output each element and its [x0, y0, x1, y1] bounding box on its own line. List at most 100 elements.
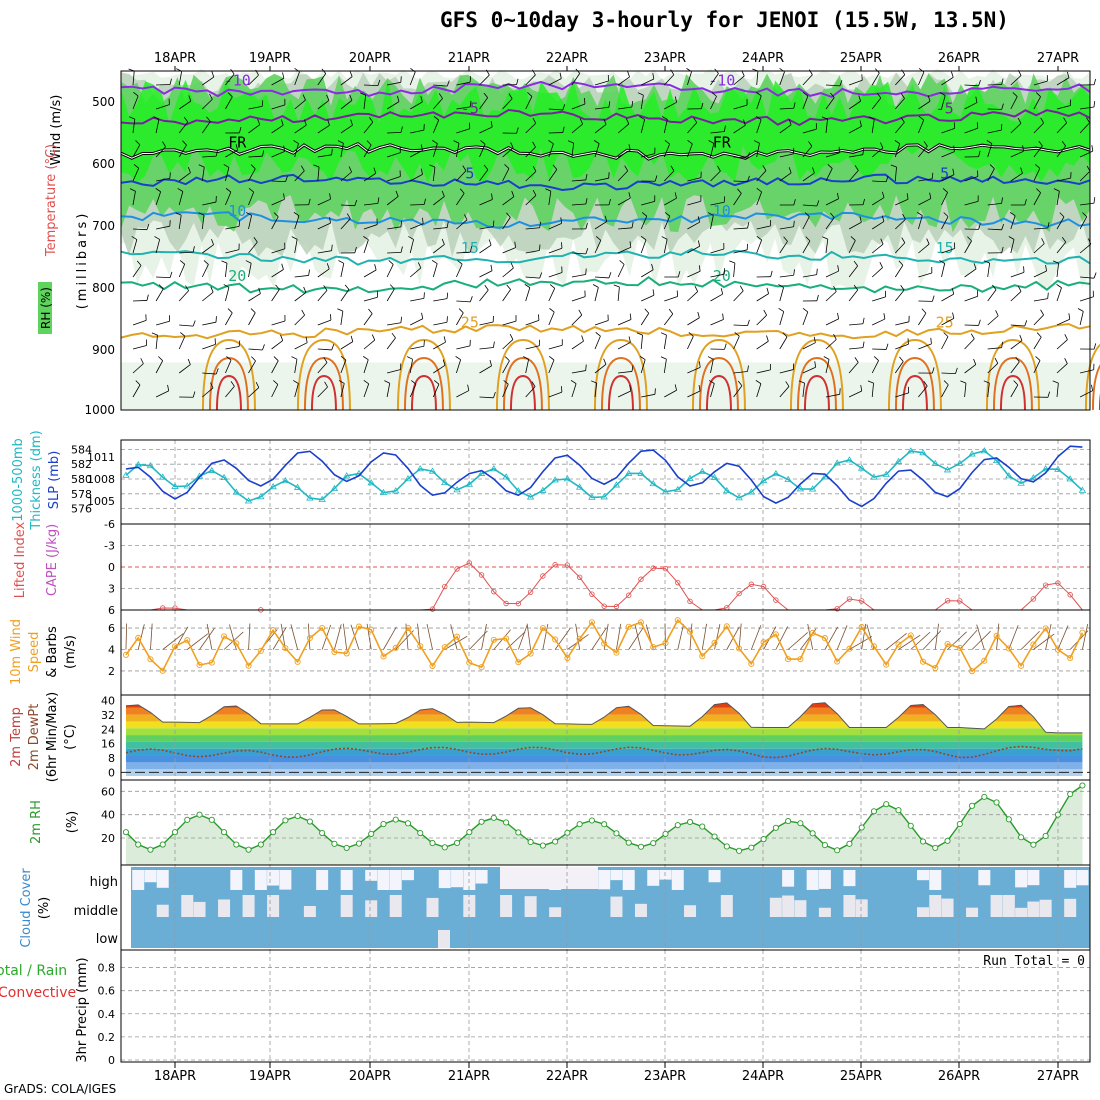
wind-barb	[506, 212, 511, 218]
wind-barb	[778, 308, 784, 312]
wind-barb	[941, 216, 949, 230]
data-point	[379, 488, 388, 496]
wind-barb	[953, 145, 955, 152]
wind-barb	[132, 71, 135, 86]
data-point	[1042, 625, 1049, 632]
wind-barb	[1091, 145, 1094, 152]
wind-barb	[225, 167, 230, 182]
wind-barb	[1010, 340, 1023, 350]
wind-barb	[408, 236, 414, 240]
wind-barb	[456, 193, 465, 206]
wind-barb	[458, 308, 464, 314]
wind-barb	[787, 632, 808, 650]
wind-barb	[248, 105, 263, 110]
wind-barb	[689, 623, 693, 650]
wind-barb	[871, 383, 874, 398]
contour-label: 5	[465, 165, 474, 183]
wind-barb	[654, 175, 658, 182]
axis-label-temperature: Temperature (°C)	[44, 144, 59, 257]
wind-barb	[323, 357, 328, 363]
wind-barb	[334, 624, 342, 650]
wind-barb	[793, 199, 796, 206]
data-point	[1029, 474, 1038, 481]
data-point	[919, 838, 927, 845]
data-point	[331, 648, 338, 656]
wind-barb	[766, 287, 769, 294]
wind-barb	[568, 140, 574, 144]
wind-barb	[162, 633, 184, 650]
wind-barb	[338, 260, 344, 264]
data-point	[319, 624, 326, 632]
wind-barb	[734, 332, 740, 337]
wind-barb	[641, 212, 648, 217]
wind-barb	[230, 68, 235, 75]
wind-barb	[131, 236, 138, 240]
rh2m-points	[122, 782, 1086, 854]
wind-barb	[894, 140, 901, 145]
data-point	[1018, 662, 1025, 669]
wind-barb	[469, 246, 473, 253]
wind-barb	[246, 212, 252, 216]
wind-barb	[816, 268, 818, 275]
wind-barb	[571, 296, 586, 302]
wind-barb	[290, 624, 299, 650]
wind-barb	[618, 106, 633, 110]
wind-barb	[1064, 358, 1068, 364]
thickness-tick: 578	[71, 488, 92, 501]
wind-barb	[206, 116, 211, 122]
data-point	[159, 473, 167, 480]
wind-barb	[187, 166, 191, 173]
wind-barb	[900, 117, 905, 123]
wind-barb	[548, 311, 555, 326]
wind-barb	[756, 95, 762, 110]
wind-barb	[802, 342, 816, 350]
wind-barb	[880, 238, 884, 245]
wind-barb	[973, 358, 977, 365]
wind-barb	[1080, 276, 1095, 279]
surface-heating-contour	[705, 374, 732, 411]
wind-barb	[373, 167, 377, 174]
data-point	[368, 626, 375, 633]
wind-barb	[490, 264, 493, 271]
wind-barb	[941, 127, 955, 134]
cloud-block-high	[610, 870, 623, 881]
wind-barb	[423, 198, 426, 205]
wind-barb	[400, 316, 402, 323]
wind-barb	[433, 364, 446, 374]
cloud-block-middle	[818, 907, 831, 917]
wind-barb	[307, 623, 311, 650]
wind-barb	[629, 313, 632, 320]
wind-barb	[617, 170, 629, 182]
wind-barb	[1066, 71, 1070, 78]
wind-barb	[591, 380, 597, 384]
data-point	[490, 636, 497, 643]
cloud-block-high	[622, 870, 635, 890]
contour-label: 20	[713, 267, 731, 285]
data-point	[1079, 782, 1086, 789]
data-point	[834, 847, 841, 854]
wind-barb	[469, 296, 473, 303]
wind-barb	[1053, 188, 1060, 192]
wind-barb	[733, 263, 736, 278]
wind-barb	[248, 312, 256, 326]
wind-barb	[970, 333, 975, 340]
wind-barb	[932, 295, 935, 302]
data-point	[821, 842, 828, 849]
wind-barb	[617, 287, 620, 302]
wind-barb	[125, 623, 128, 650]
wind-barb	[964, 364, 977, 374]
wind-barb	[262, 150, 265, 157]
wind-barb	[663, 239, 668, 254]
wind-barb	[918, 100, 931, 110]
data-point	[649, 479, 657, 487]
wind-barb	[225, 360, 232, 374]
wind-barb	[510, 262, 514, 269]
wind-barb	[198, 164, 205, 168]
wind-barb	[862, 148, 864, 155]
wind-barb	[578, 309, 583, 316]
wind-barb	[1033, 122, 1044, 134]
wind-barb	[132, 345, 147, 350]
wind-barb	[571, 203, 586, 206]
wind-barb	[964, 295, 978, 302]
wind-barb	[245, 260, 252, 264]
